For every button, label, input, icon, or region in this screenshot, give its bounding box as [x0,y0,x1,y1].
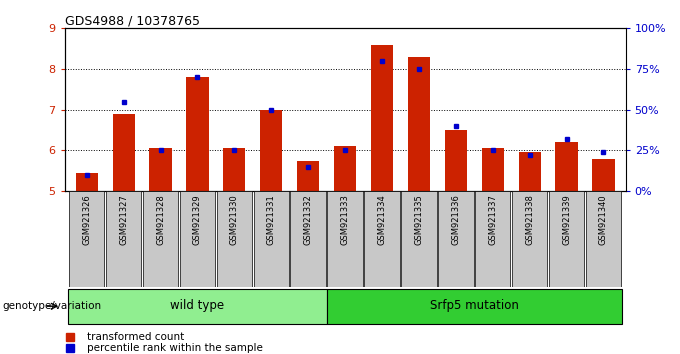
Bar [69,191,105,287]
Text: GSM921330: GSM921330 [230,194,239,245]
Bar [549,191,584,287]
Bar [592,159,615,191]
Bar [438,191,473,287]
Bar [327,191,363,287]
Bar [512,191,547,287]
Bar [106,191,141,287]
Text: wild type: wild type [171,299,224,312]
Bar [290,191,326,287]
Bar [68,289,326,324]
Bar [326,289,622,324]
Text: transformed count: transformed count [87,332,184,342]
Bar [401,191,437,287]
Bar [371,45,393,191]
Bar [334,147,356,191]
Bar [408,57,430,191]
Bar [445,130,467,191]
Bar [223,148,245,191]
Text: Srfp5 mutation: Srfp5 mutation [430,299,519,312]
Text: GSM921338: GSM921338 [525,194,534,245]
Bar [481,148,504,191]
Bar [297,161,320,191]
Bar [150,148,171,191]
Text: GSM921334: GSM921334 [377,194,386,245]
Text: GSM921337: GSM921337 [488,194,497,245]
Bar [180,191,215,287]
Text: GSM921336: GSM921336 [452,194,460,245]
Bar [186,77,209,191]
Text: GSM921340: GSM921340 [599,194,608,245]
Bar [113,114,135,191]
Bar [519,153,541,191]
Bar [143,191,178,287]
Bar [364,191,400,287]
Bar [217,191,252,287]
Bar [75,173,98,191]
Text: genotype/variation: genotype/variation [2,301,101,311]
Bar [254,191,289,287]
Bar [260,110,282,191]
Bar [556,142,577,191]
Text: GSM921327: GSM921327 [119,194,128,245]
Text: GSM921332: GSM921332 [304,194,313,245]
Text: GSM921328: GSM921328 [156,194,165,245]
Text: GSM921329: GSM921329 [193,194,202,245]
Text: GDS4988 / 10378765: GDS4988 / 10378765 [65,14,200,27]
Text: GSM921339: GSM921339 [562,194,571,245]
Bar [475,191,511,287]
Bar [585,191,621,287]
Text: GSM921331: GSM921331 [267,194,276,245]
Text: GSM921333: GSM921333 [341,194,350,245]
Text: GSM921335: GSM921335 [414,194,424,245]
Text: GSM921326: GSM921326 [82,194,91,245]
Text: percentile rank within the sample: percentile rank within the sample [87,343,263,353]
